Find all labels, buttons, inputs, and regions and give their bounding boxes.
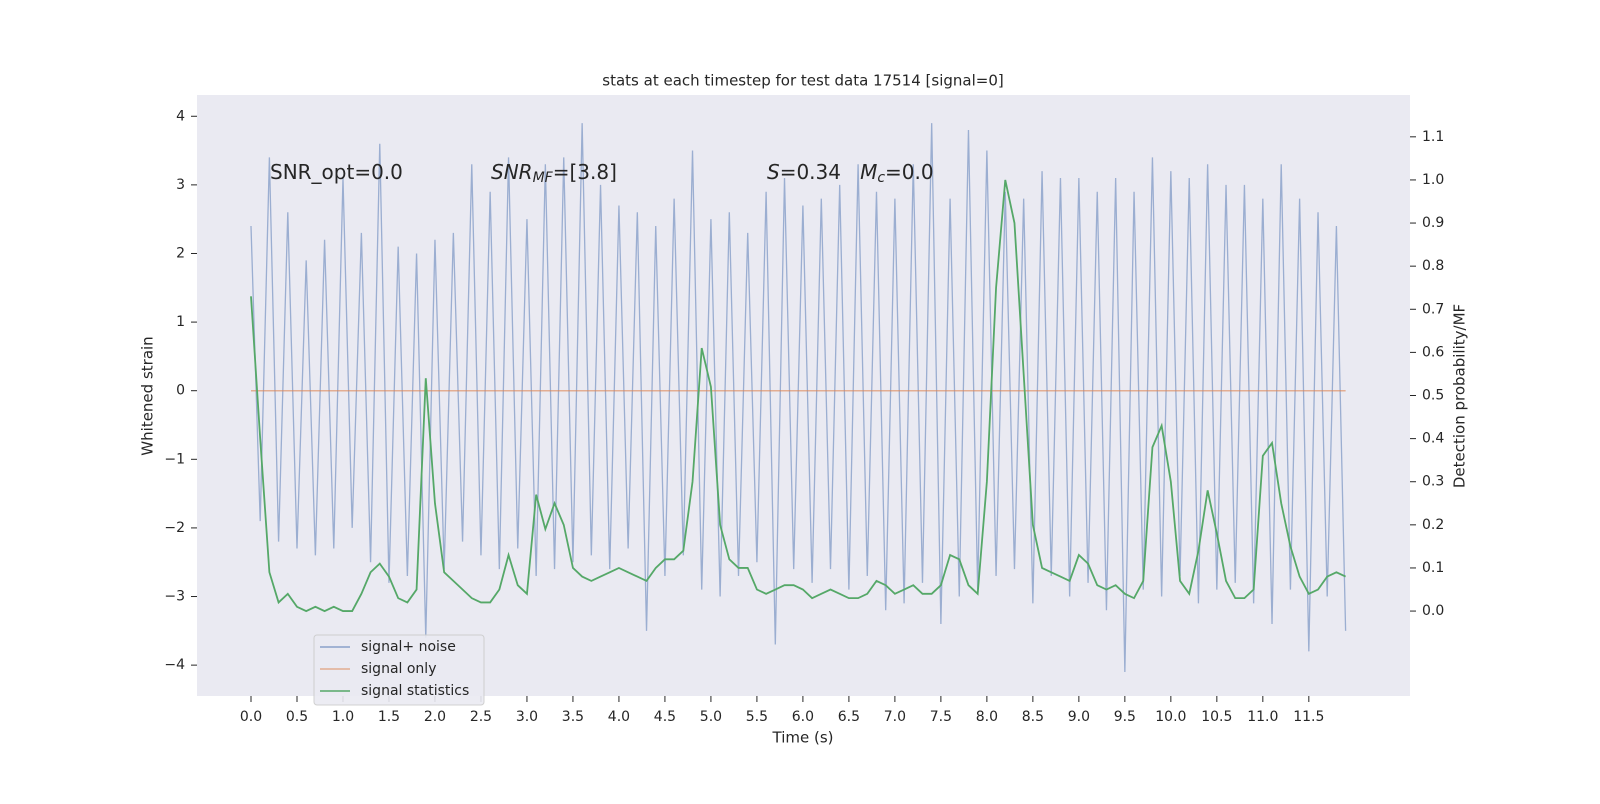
x-tick-label: 0.0 [240, 709, 262, 725]
x-tick-label: 1.0 [332, 709, 354, 725]
x-tick-label: 6.0 [792, 709, 814, 725]
y-tick-label: 3 [176, 177, 185, 193]
annotation: S=0.34 Mc=0.0 [767, 160, 934, 187]
annotation-part: SNR [491, 160, 533, 184]
x-tick-label: 9.0 [1068, 709, 1090, 725]
x-tick-label: 7.5 [930, 709, 952, 725]
series-line [250, 179, 1346, 613]
y2-axis-label: Detection probability/MF [1451, 304, 1469, 488]
y-tick-label: 2 [176, 245, 185, 261]
x-tick-label: 1.5 [378, 709, 400, 725]
x-tick-label: 10.0 [1155, 709, 1186, 725]
chart-title: stats at each timestep for test data 175… [602, 72, 1003, 90]
x-tick-label: 8.5 [1022, 709, 1044, 725]
y-tick-label: 4 [176, 108, 185, 124]
x-tick-label: 7.0 [884, 709, 906, 725]
annotation-part: SNR_opt=0.0 [270, 160, 403, 184]
x-tick-label: 2.5 [470, 709, 492, 725]
annotation-part: S [767, 160, 780, 184]
annotation-part: c [877, 170, 885, 186]
legend-label: signal+ noise [361, 639, 456, 655]
annotation-part: =[3.8] [553, 160, 617, 184]
y2-tick-label: 0.5 [1422, 388, 1444, 404]
y2-tick-label: 0.3 [1422, 474, 1444, 490]
x-tick-label: 5.0 [700, 709, 722, 725]
x-tick-label: 6.5 [838, 709, 860, 725]
x-tick-label: 11.0 [1247, 709, 1278, 725]
y-tick-label: 1 [176, 314, 185, 330]
x-tick-label: 3.5 [562, 709, 584, 725]
y2-tick-label: 1.0 [1422, 172, 1444, 188]
x-axis-label: Time (s) [772, 729, 834, 747]
annotation-part: M [860, 160, 877, 184]
x-tick-label: 8.0 [976, 709, 998, 725]
y-tick-label: −4 [164, 657, 185, 673]
y2-tick-label: 1.1 [1422, 129, 1444, 145]
annotation-part: =0.34 [780, 160, 860, 184]
y-axis-label: Whitened strain [139, 336, 157, 455]
x-tick-label: 9.5 [1114, 709, 1136, 725]
y2-tick-label: 0.6 [1422, 344, 1444, 360]
legend-box [313, 634, 485, 706]
y2-tick-label: 0.2 [1422, 517, 1444, 533]
y2-tick-label: 0.9 [1422, 215, 1444, 231]
annotation-part: =0.0 [885, 160, 934, 184]
y2-tick-label: 0.1 [1422, 560, 1444, 576]
x-tick-label: 5.5 [746, 709, 768, 725]
x-tick-label: 0.5 [286, 709, 308, 725]
y2-tick-label: 0.0 [1422, 603, 1444, 619]
y-tick-label: −3 [164, 589, 185, 605]
series-line [250, 123, 1347, 673]
x-tick-label: 11.5 [1293, 709, 1324, 725]
y2-tick-label: 0.7 [1422, 301, 1444, 317]
y2-tick-label: 0.4 [1422, 431, 1444, 447]
y2-tick-label: 0.8 [1422, 258, 1444, 274]
legend-label: signal statistics [361, 683, 469, 699]
x-tick-label: 3.0 [516, 709, 538, 725]
x-tick-label: 4.0 [608, 709, 630, 725]
x-tick-label: 2.0 [424, 709, 446, 725]
annotation: SNR_opt=0.0 [270, 160, 403, 184]
legend-label: signal only [361, 661, 436, 677]
y-tick-label: −1 [164, 451, 185, 467]
y-tick-label: −2 [164, 520, 185, 536]
x-tick-label: 4.5 [654, 709, 676, 725]
annotation: SNRMF=[3.8] [491, 160, 617, 187]
x-tick-label: 10.5 [1201, 709, 1232, 725]
y-tick-label: 0 [176, 383, 185, 399]
annotation-part: MF [533, 170, 554, 186]
